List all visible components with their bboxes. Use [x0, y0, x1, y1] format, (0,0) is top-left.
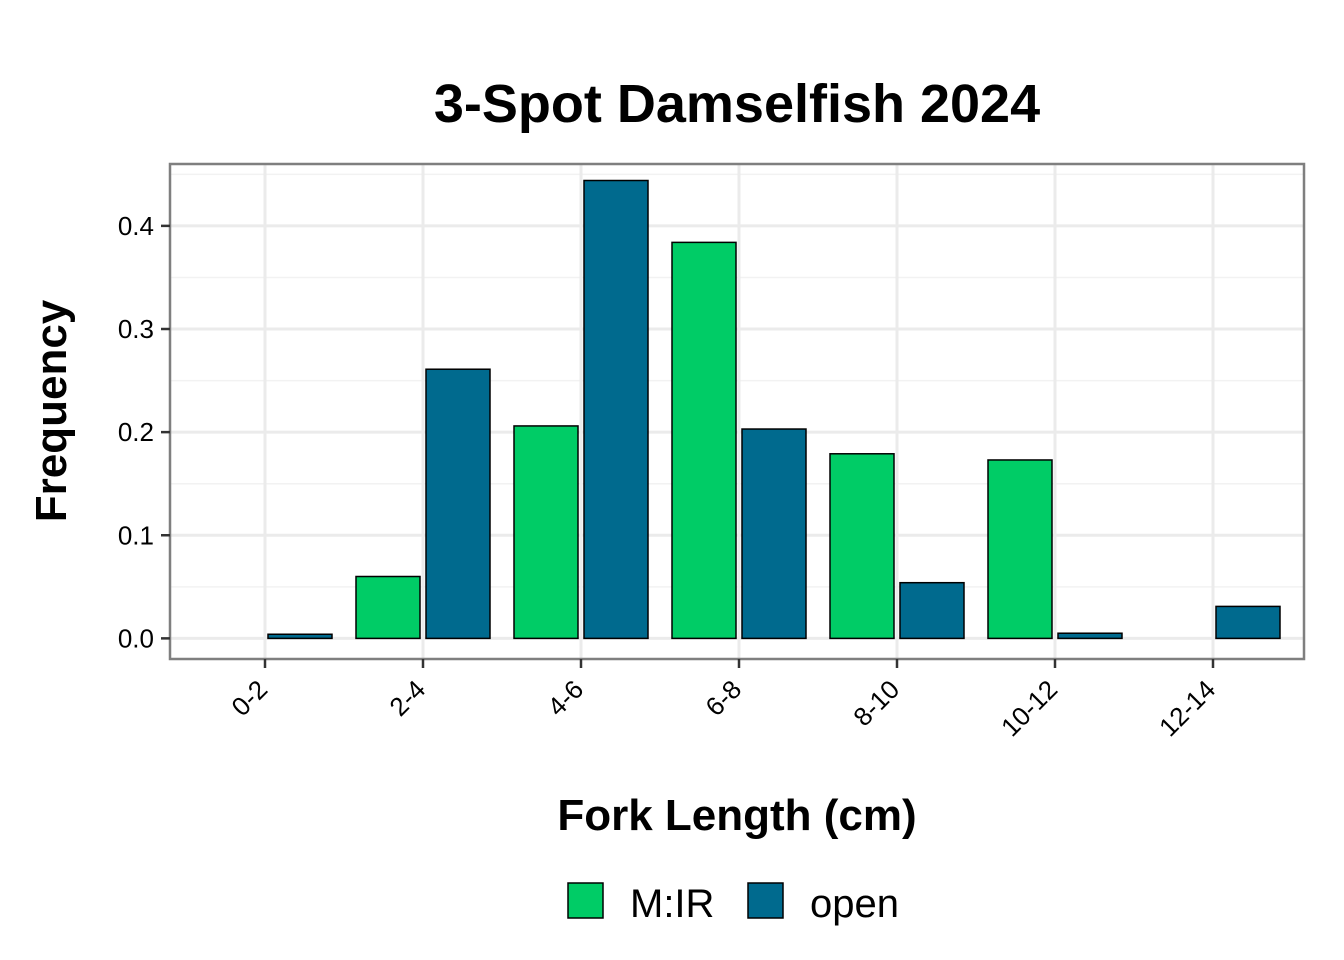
legend-swatch-open: [747, 882, 784, 919]
bar-open-0-2: [267, 633, 333, 640]
bar-m-ir-2-4: [355, 575, 421, 640]
y-tick-label: 0.0: [118, 623, 154, 653]
bar-open-12-14: [1215, 605, 1281, 640]
plot-border: [168, 162, 1306, 661]
grid-layer: [170, 164, 1304, 659]
bar-open-6-8: [741, 428, 807, 640]
legend-label-open: open: [810, 882, 899, 926]
bar-open-4-6: [583, 179, 649, 640]
x-axis-title: Fork Length (cm): [557, 791, 916, 840]
legend: M:IR open: [567, 882, 899, 926]
bar-open-8-10: [899, 581, 965, 640]
x-tick-label: 10-12: [995, 674, 1063, 742]
bar-open-10-12: [1057, 632, 1123, 640]
legend-label-m-ir: M:IR: [630, 882, 714, 926]
bar-m-ir-8-10: [829, 453, 895, 640]
plot-background: [170, 164, 1304, 659]
x-tick-label: 0-2: [225, 674, 273, 722]
bar-m-ir-10-12: [987, 459, 1053, 640]
legend-swatch-m-ir: [567, 882, 604, 919]
bars-layer: [267, 179, 1281, 640]
bar-m-ir-4-6: [513, 425, 579, 640]
y-tick-label: 0.1: [118, 520, 154, 550]
bar-m-ir-6-8: [671, 241, 737, 640]
y-tick-label: 0.2: [118, 417, 154, 447]
x-tick-label: 6-8: [699, 674, 747, 722]
x-tick-label: 8-10: [847, 674, 905, 732]
y-tick-label: 0.3: [118, 314, 154, 344]
bar-open-2-4: [425, 368, 491, 640]
x-tick-label: 2-4: [383, 674, 431, 722]
x-tick-label: 12-14: [1153, 674, 1221, 742]
chart-title: 3-Spot Damselfish 2024: [434, 74, 1040, 134]
x-tick-label: 4-6: [541, 674, 589, 722]
y-axis-title: Frequency: [27, 299, 76, 522]
y-tick-label: 0.4: [118, 211, 154, 241]
